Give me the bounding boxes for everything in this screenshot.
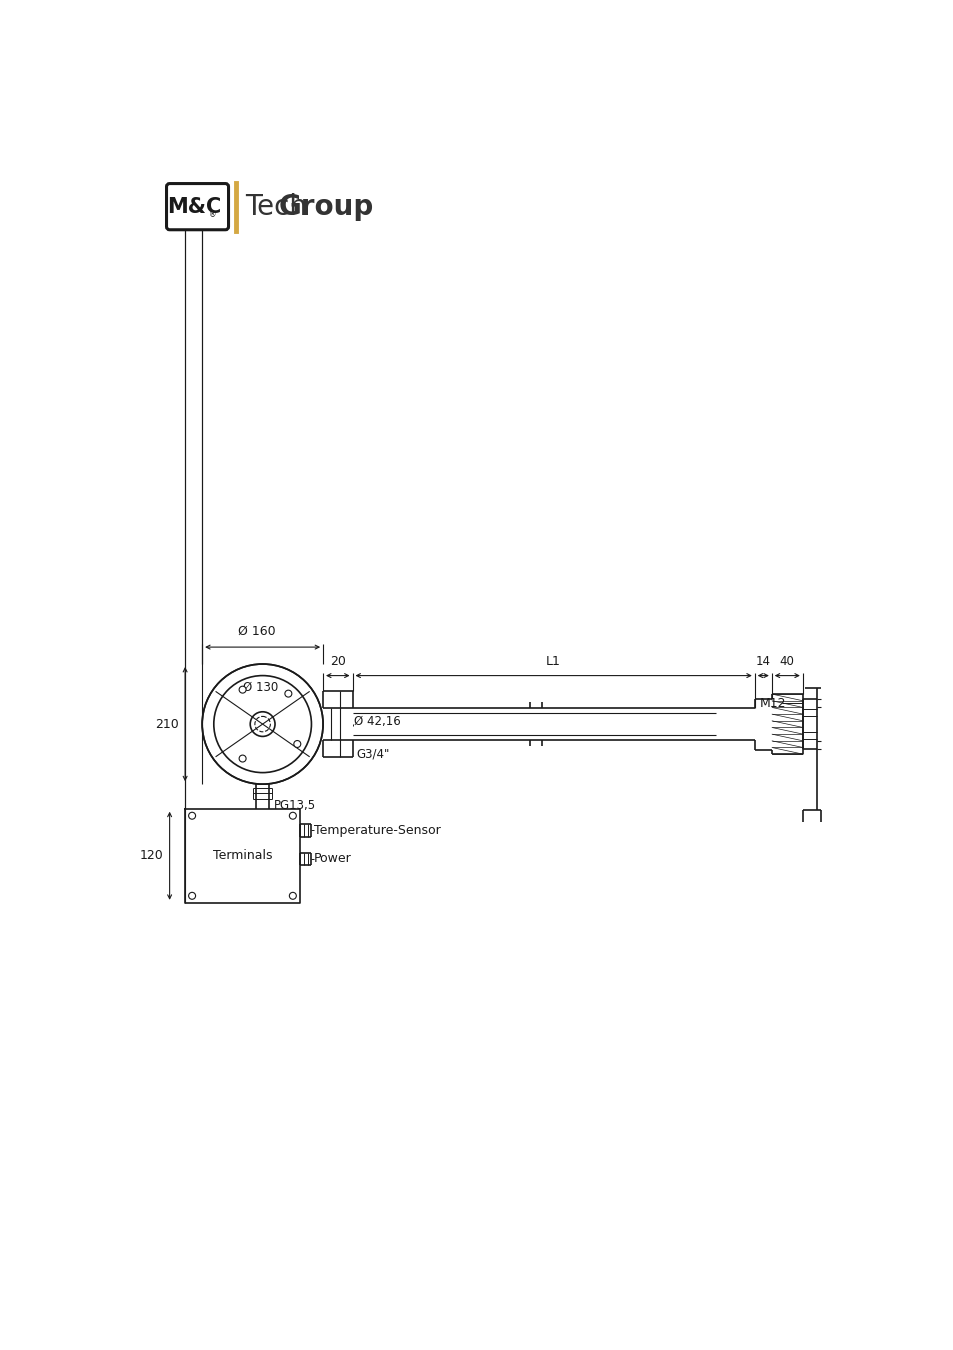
Text: 14: 14	[755, 655, 770, 668]
Text: 20: 20	[330, 655, 345, 668]
Text: 120: 120	[139, 849, 163, 863]
Text: M&C: M&C	[167, 197, 221, 216]
Circle shape	[289, 813, 296, 819]
Circle shape	[289, 892, 296, 899]
Circle shape	[189, 813, 195, 819]
Text: G3/4": G3/4"	[356, 747, 390, 760]
Text: M12: M12	[760, 697, 786, 710]
Text: Ø 130: Ø 130	[243, 680, 278, 694]
Circle shape	[294, 741, 300, 748]
Text: Ø 160: Ø 160	[237, 625, 275, 637]
Text: ®: ®	[209, 209, 216, 219]
Text: Tech: Tech	[245, 193, 307, 220]
Circle shape	[239, 755, 246, 761]
Text: Group: Group	[278, 193, 374, 220]
Text: Terminals: Terminals	[213, 849, 272, 863]
Circle shape	[202, 664, 323, 784]
Text: 40: 40	[779, 655, 794, 668]
Text: Power: Power	[314, 852, 351, 865]
Text: 210: 210	[155, 718, 179, 730]
Text: L1: L1	[546, 655, 560, 668]
Circle shape	[189, 892, 195, 899]
Text: Ø 42,16: Ø 42,16	[354, 716, 400, 728]
FancyBboxPatch shape	[167, 184, 229, 230]
Circle shape	[285, 690, 292, 697]
Circle shape	[239, 686, 246, 693]
Text: Temperature-Sensor: Temperature-Sensor	[314, 824, 440, 837]
Text: PG13,5: PG13,5	[274, 799, 315, 813]
